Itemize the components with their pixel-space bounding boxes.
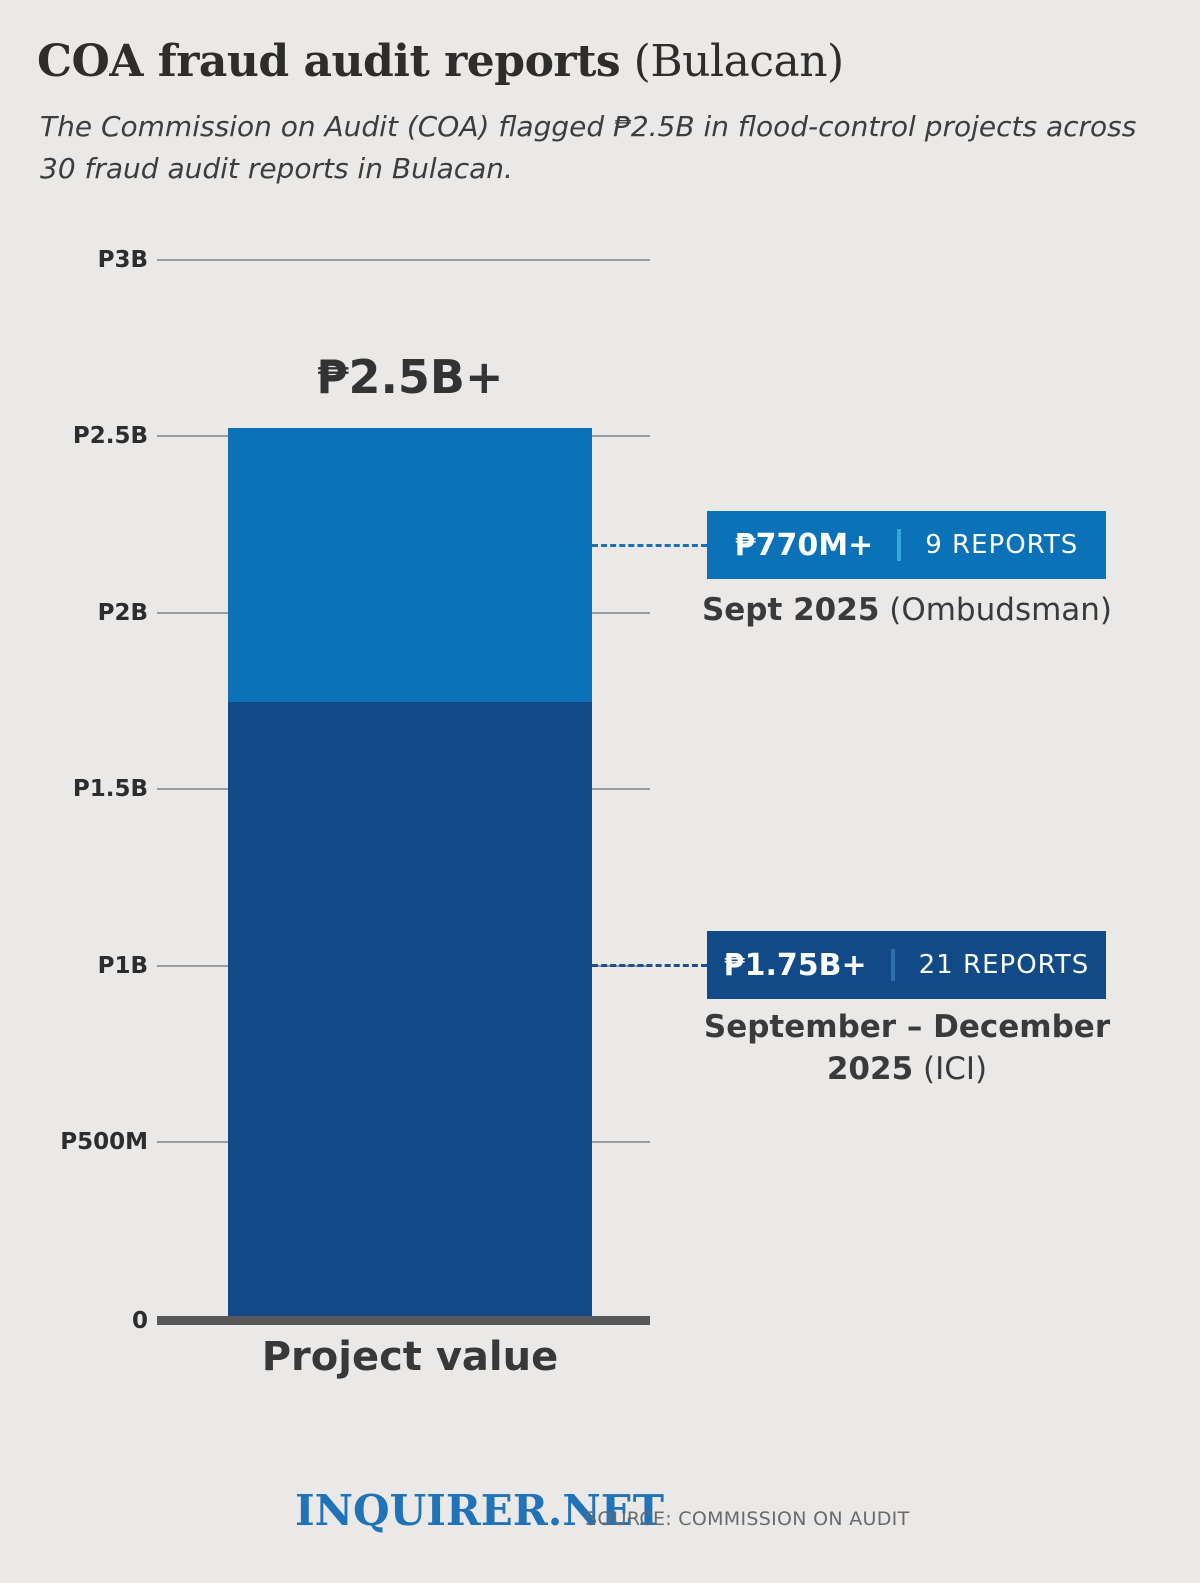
page-subtitle-line2: 30 fraud audit reports in Bulacan.: [40, 152, 513, 185]
callout-value: ₱1.75B+: [723, 947, 867, 983]
x-axis-label: Project value: [261, 1334, 559, 1380]
callout-value: ₱770M+: [734, 527, 874, 563]
tick-label: P1B: [97, 953, 148, 979]
caption-agency: (Ombudsman): [879, 592, 1113, 628]
tick-label: P2B: [97, 600, 148, 626]
callout-divider: [897, 529, 902, 561]
callout-caption-ici: September – December 2025 (ICI): [657, 1006, 1157, 1090]
page-title-region: (Bulacan): [620, 36, 845, 87]
x-axis-line: [157, 1316, 650, 1325]
callout-box-ici: ₱1.75B+ 21 REPORTS: [707, 931, 1106, 999]
connector-dashed-line-ici: [592, 964, 707, 967]
tick-label: 0: [131, 1308, 148, 1334]
gridline: [157, 259, 650, 261]
caption-date: Sept 2025: [701, 592, 880, 628]
bar-segment-ici: [228, 702, 592, 1316]
page-subtitle: The Commission on Audit (COA) flagged ₱2…: [40, 106, 1170, 190]
callout-divider: [890, 949, 895, 981]
caption-date-line2: 2025 (ICI): [657, 1048, 1157, 1090]
page-title: COA fraud audit reports (Bulacan): [37, 36, 844, 87]
caption-agency: (ICI): [913, 1051, 988, 1087]
callout-reports: 21 REPORTS: [918, 950, 1090, 980]
callout-caption-ombudsman: Sept 2025 (Ombudsman): [657, 589, 1157, 631]
callout-box-ombudsman: ₱770M+ 9 REPORTS: [707, 511, 1106, 579]
page-title-main: COA fraud audit reports: [37, 36, 621, 87]
footer-brand-logo: INQUIRER.NET: [295, 1486, 664, 1535]
callout-reports: 9 REPORTS: [925, 530, 1079, 560]
tick-label: P3B: [97, 247, 148, 273]
bar-total-label: ₱2.5B+: [316, 350, 504, 404]
bar-segment-ombudsman: [228, 428, 592, 702]
caption-date-line1: September – December: [703, 1009, 1111, 1045]
tick-label: P1.5B: [72, 776, 148, 802]
tick-label: P2.5B: [72, 423, 148, 449]
tick-label: P500M: [60, 1129, 148, 1155]
connector-dashed-line-ombudsman: [592, 544, 707, 547]
footer-source: SOURCE: COMMISSION ON AUDIT: [585, 1508, 910, 1530]
page-subtitle-line1: The Commission on Audit (COA) flagged ₱2…: [40, 110, 1137, 143]
caption-year: 2025: [826, 1051, 914, 1087]
